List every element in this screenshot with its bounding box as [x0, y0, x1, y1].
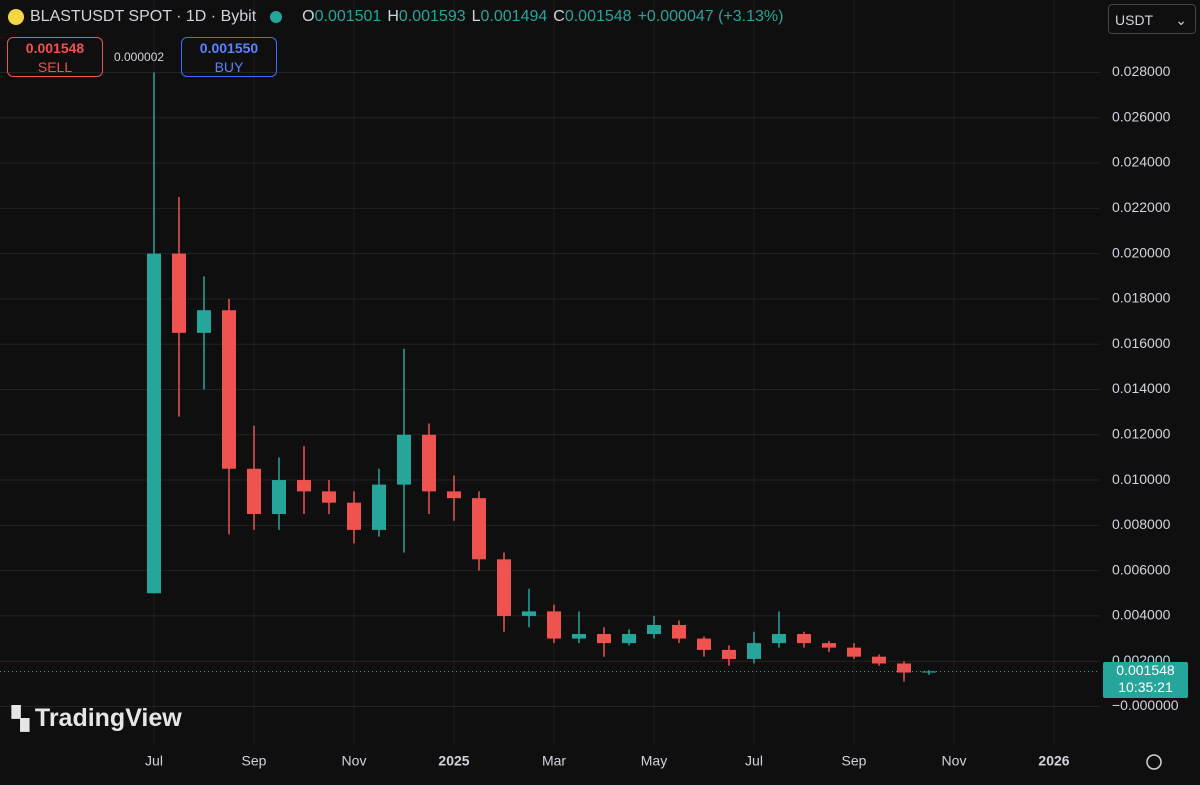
settings-icon[interactable]	[1146, 754, 1162, 770]
y-tick-label: 0.006000	[1112, 561, 1171, 577]
countdown: 10:35:21	[1118, 679, 1173, 695]
x-tick-label: 2025	[438, 753, 469, 769]
candle-body	[547, 611, 561, 639]
ohlc-value: 0.001593	[398, 8, 466, 25]
y-tick-label: 0.016000	[1112, 335, 1171, 351]
y-tick-label: 0.004000	[1112, 607, 1171, 623]
last-price: 0.001548	[1116, 662, 1175, 678]
spread: 0.000002	[114, 50, 165, 64]
y-tick-label: 0.028000	[1112, 63, 1171, 79]
sell-label: SELL	[37, 59, 73, 75]
candle-body	[822, 643, 836, 648]
logo-text: TradingView	[34, 704, 182, 732]
candle-body	[622, 634, 636, 644]
y-tick-label: 0.010000	[1112, 471, 1171, 487]
x-tick-label: Sep	[242, 753, 267, 769]
candle-body	[172, 253, 186, 333]
x-tick-label: Jul	[745, 753, 763, 769]
candle-body	[397, 434, 411, 485]
x-tick-label: Sep	[842, 753, 867, 769]
candle-body	[847, 647, 861, 657]
sell-button[interactable]: 0.001548 SELL	[7, 37, 103, 77]
y-tick-label: 0.020000	[1112, 244, 1171, 260]
symbol-icon	[8, 9, 24, 25]
currency-select[interactable]: USDT ⌄	[1108, 4, 1196, 34]
ohlc-key: O	[302, 8, 315, 25]
candle-body	[272, 480, 286, 515]
candle-body	[722, 649, 736, 659]
status-dot	[270, 11, 283, 23]
y-tick-label: 0.026000	[1112, 108, 1171, 124]
candle-body	[572, 634, 586, 639]
candle-body	[222, 310, 236, 469]
ohlc-value: 0.001501	[314, 8, 382, 25]
candle-body	[747, 643, 761, 659]
x-tick-label: 2026	[1038, 753, 1069, 769]
candle-body	[672, 624, 686, 639]
buy-button[interactable]: 0.001550 BUY	[181, 37, 277, 77]
legend: BLASTUSDT SPOT · 1D · Bybit O0.001501 H0.…	[8, 8, 783, 26]
candle-body	[247, 468, 261, 515]
x-tick-label: Nov	[942, 753, 967, 769]
sell-price: 0.001548	[25, 40, 85, 56]
candle-body	[922, 671, 936, 673]
ohlc-key: H	[387, 8, 399, 25]
candle-body	[322, 491, 336, 503]
price-tag: 0.001548 10:35:21	[1103, 662, 1188, 698]
candle-body	[497, 559, 511, 616]
candle-body	[897, 663, 911, 673]
candle-body	[347, 502, 361, 530]
ohlc: O0.001501 H0.001593 L0.001494 C0.001548	[296, 8, 631, 26]
candle-body	[872, 656, 886, 664]
y-tick-label: 0.022000	[1112, 199, 1171, 215]
candle-body	[522, 611, 536, 616]
candle-body	[372, 484, 386, 530]
y-tick-label: 0.018000	[1112, 290, 1171, 306]
x-tick-label: May	[641, 753, 667, 769]
x-tick-label: Jul	[145, 753, 163, 769]
y-tick-label: −0.000000	[1112, 697, 1179, 713]
logo: ▚ TradingView	[12, 704, 182, 732]
ohlc-value: 0.001494	[480, 8, 548, 25]
y-tick-label: 0.012000	[1112, 425, 1171, 441]
candle-body	[472, 498, 486, 560]
ohlc-value: 0.001548	[564, 8, 632, 25]
y-tick-label: 0.014000	[1112, 380, 1171, 396]
ohlc-key: L	[471, 8, 481, 25]
candle-body	[422, 434, 436, 492]
candle-body	[597, 634, 611, 644]
change: +0.000047 (+3.13%)	[637, 8, 784, 25]
candle-body	[772, 634, 786, 644]
candle-body	[697, 638, 711, 650]
candle-body	[147, 253, 161, 594]
x-tick-label: Nov	[342, 753, 367, 769]
ohlc-key: C	[553, 8, 565, 25]
y-tick-label: 0.008000	[1112, 516, 1171, 532]
buy-label: BUY	[214, 59, 244, 75]
y-tick-label: 0.024000	[1112, 154, 1171, 170]
x-tick-label: Mar	[542, 753, 566, 769]
candle-body	[197, 310, 211, 333]
candle-body	[797, 634, 811, 644]
candle-body	[297, 480, 311, 492]
candle-body	[447, 491, 461, 499]
symbol[interactable]: BLASTUSDT SPOT · 1D · Bybit	[30, 8, 257, 25]
buy-price: 0.001550	[199, 40, 259, 56]
currency: USDT	[1115, 12, 1154, 28]
candle-body	[647, 624, 661, 635]
